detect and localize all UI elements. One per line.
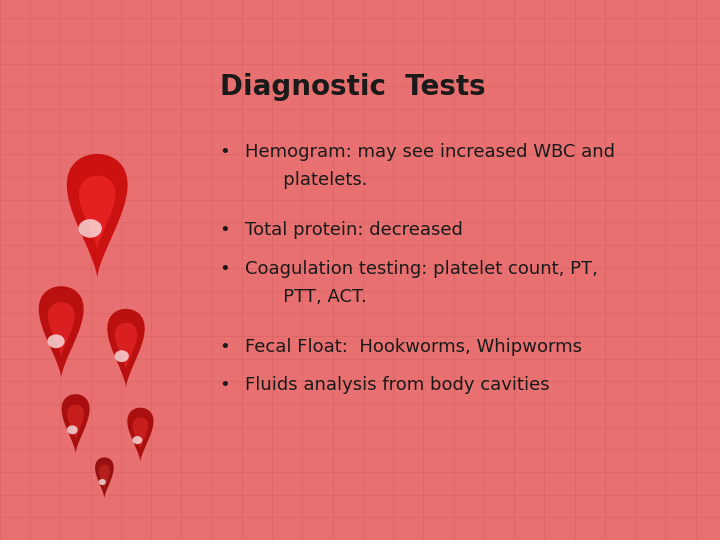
- Text: •: •: [220, 260, 230, 278]
- Text: •: •: [220, 338, 230, 355]
- Ellipse shape: [114, 350, 129, 362]
- Text: Coagulation testing: platelet count, PT,: Coagulation testing: platelet count, PT,: [245, 260, 598, 278]
- Polygon shape: [107, 309, 145, 388]
- Text: •: •: [220, 143, 230, 161]
- Text: Fluids analysis from body cavities: Fluids analysis from body cavities: [245, 376, 549, 394]
- Text: Hemogram: may see increased WBC and: Hemogram: may see increased WBC and: [245, 143, 615, 161]
- Polygon shape: [67, 154, 127, 278]
- Text: PTT, ACT.: PTT, ACT.: [266, 288, 367, 306]
- Ellipse shape: [132, 436, 143, 444]
- Polygon shape: [95, 457, 114, 498]
- Polygon shape: [79, 176, 115, 250]
- Text: Diagnostic  Tests: Diagnostic Tests: [220, 73, 485, 101]
- Polygon shape: [39, 286, 84, 378]
- Polygon shape: [127, 408, 153, 462]
- Ellipse shape: [67, 426, 78, 434]
- Polygon shape: [132, 417, 148, 449]
- Text: Total protein: decreased: Total protein: decreased: [245, 221, 463, 239]
- Text: Fecal Float:  Hookworms, Whipworms: Fecal Float: Hookworms, Whipworms: [245, 338, 582, 355]
- Ellipse shape: [78, 219, 102, 238]
- Text: •: •: [220, 221, 230, 239]
- Text: platelets.: platelets.: [266, 171, 368, 189]
- Polygon shape: [114, 323, 138, 370]
- Polygon shape: [99, 464, 110, 489]
- Polygon shape: [62, 394, 89, 454]
- Ellipse shape: [48, 334, 65, 348]
- Ellipse shape: [99, 479, 106, 485]
- Polygon shape: [48, 302, 75, 357]
- Text: •: •: [220, 376, 230, 394]
- Polygon shape: [67, 404, 84, 440]
